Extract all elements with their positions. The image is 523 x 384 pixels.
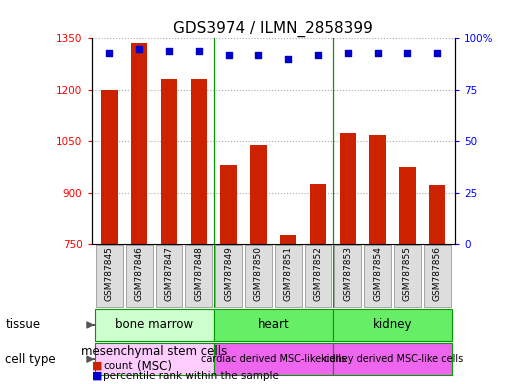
Text: GSM787853: GSM787853: [343, 246, 353, 301]
Point: [373, 50, 382, 56]
Bar: [310, 184, 326, 244]
Bar: [101, 90, 118, 244]
Text: GSM787848: GSM787848: [194, 246, 203, 301]
Text: GSM787849: GSM787849: [224, 246, 233, 301]
Text: GSM787854: GSM787854: [373, 246, 382, 301]
Text: GSM787846: GSM787846: [135, 246, 144, 301]
FancyBboxPatch shape: [185, 245, 212, 307]
Text: bone marrow: bone marrow: [115, 318, 193, 331]
Text: kidney: kidney: [373, 318, 412, 331]
FancyBboxPatch shape: [394, 245, 420, 307]
Bar: [161, 79, 177, 244]
Text: GSM787847: GSM787847: [165, 246, 174, 301]
Bar: [339, 132, 356, 244]
FancyBboxPatch shape: [126, 245, 153, 307]
Text: GSM787855: GSM787855: [403, 246, 412, 301]
Text: tissue: tissue: [5, 318, 40, 331]
Text: percentile rank within the sample: percentile rank within the sample: [103, 371, 279, 381]
Text: GSM787856: GSM787856: [433, 246, 441, 301]
Bar: [250, 145, 267, 244]
Bar: [190, 79, 207, 244]
FancyBboxPatch shape: [215, 245, 242, 307]
FancyBboxPatch shape: [364, 245, 391, 307]
Bar: [131, 43, 147, 244]
FancyBboxPatch shape: [96, 245, 123, 307]
Text: GSM787851: GSM787851: [283, 246, 293, 301]
Point: [224, 52, 233, 58]
FancyBboxPatch shape: [333, 343, 452, 375]
FancyBboxPatch shape: [95, 309, 214, 341]
FancyBboxPatch shape: [95, 343, 214, 375]
Point: [195, 48, 203, 54]
Bar: [369, 135, 386, 244]
Text: kidney derived MSC-like cells: kidney derived MSC-like cells: [321, 354, 463, 364]
Point: [284, 56, 292, 62]
FancyBboxPatch shape: [334, 245, 361, 307]
FancyBboxPatch shape: [333, 309, 452, 341]
Point: [344, 50, 352, 56]
Text: mesenchymal stem cells
(MSC): mesenchymal stem cells (MSC): [81, 345, 227, 373]
FancyBboxPatch shape: [214, 343, 333, 375]
Text: heart: heart: [257, 318, 289, 331]
FancyBboxPatch shape: [275, 245, 302, 307]
FancyBboxPatch shape: [214, 309, 333, 341]
Text: count: count: [103, 361, 132, 371]
FancyBboxPatch shape: [155, 245, 183, 307]
Point: [135, 46, 143, 52]
Point: [403, 50, 412, 56]
Bar: [220, 165, 237, 244]
Title: GDS3974 / ILMN_2858399: GDS3974 / ILMN_2858399: [173, 21, 373, 37]
Point: [105, 50, 113, 56]
Text: ■: ■: [92, 361, 102, 371]
Text: GSM787845: GSM787845: [105, 246, 114, 301]
Bar: [429, 185, 445, 244]
Bar: [399, 167, 416, 244]
Text: cardiac derived MSC-like cells: cardiac derived MSC-like cells: [201, 354, 346, 364]
Point: [314, 52, 322, 58]
FancyBboxPatch shape: [424, 245, 450, 307]
Text: ■: ■: [92, 371, 102, 381]
Text: GSM787850: GSM787850: [254, 246, 263, 301]
Point: [433, 50, 441, 56]
FancyBboxPatch shape: [304, 245, 332, 307]
FancyBboxPatch shape: [245, 245, 272, 307]
Point: [254, 52, 263, 58]
Point: [165, 48, 173, 54]
Bar: [280, 235, 297, 244]
Text: GSM787852: GSM787852: [313, 246, 323, 301]
Text: cell type: cell type: [5, 353, 56, 366]
